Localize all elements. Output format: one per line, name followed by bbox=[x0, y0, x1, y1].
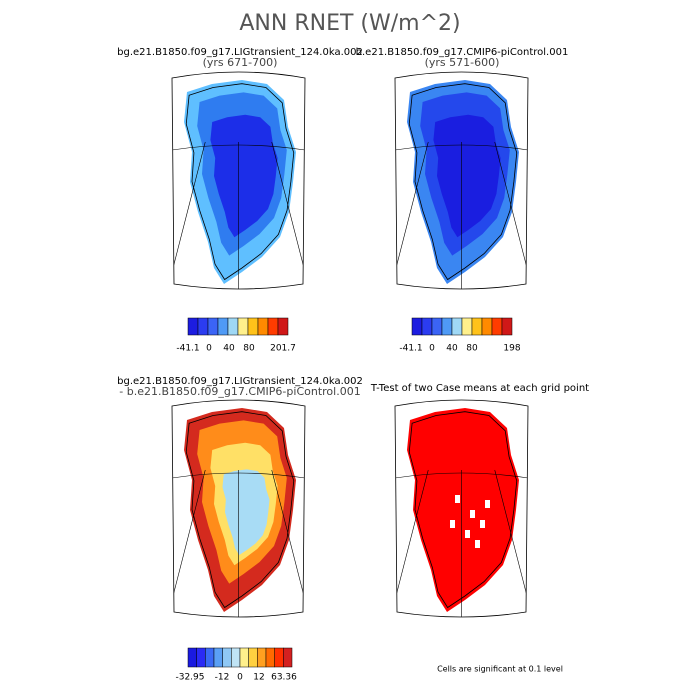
colorbar-label: 201.7 bbox=[270, 344, 296, 354]
colorbar-box bbox=[196, 647, 206, 668]
meridian bbox=[395, 141, 429, 289]
colorbar-box bbox=[222, 647, 232, 668]
map-content bbox=[172, 80, 305, 289]
colorbar-box bbox=[481, 317, 493, 336]
meridian bbox=[494, 469, 528, 617]
meridian bbox=[172, 469, 206, 617]
colorbar-box bbox=[274, 647, 284, 668]
colorbar-box bbox=[217, 317, 229, 336]
panel-subtitle: (yrs 671-700) bbox=[203, 56, 278, 69]
panel-title: bg.e21.B1850.f09_g17.LIGtransient_124.0k… bbox=[117, 376, 363, 387]
colorbar-box bbox=[247, 317, 259, 336]
insignificant-cell bbox=[480, 520, 485, 528]
colorbar-box bbox=[431, 317, 443, 336]
map-content bbox=[395, 408, 528, 617]
meridian bbox=[494, 141, 528, 289]
colorbar-box bbox=[239, 647, 249, 668]
insignificant-cell bbox=[470, 510, 475, 518]
colorbar-box bbox=[283, 647, 293, 668]
colorbar-label: 80 bbox=[243, 344, 255, 354]
colorbar-box bbox=[461, 317, 473, 336]
map-frame bbox=[394, 399, 529, 618]
colorbar-box bbox=[257, 647, 267, 668]
map-panel bbox=[394, 71, 529, 290]
colorbar-box bbox=[237, 317, 249, 336]
coast-line bbox=[185, 83, 295, 281]
colorbar-box bbox=[421, 317, 433, 336]
colorbar-box bbox=[213, 647, 223, 668]
colorbar-box bbox=[491, 317, 503, 336]
insignificant-cell bbox=[465, 530, 470, 538]
colorbar-label: -12 bbox=[215, 673, 230, 683]
colorbar-label: 0 bbox=[237, 673, 243, 683]
colorbar-box bbox=[187, 647, 197, 668]
colorbar-box bbox=[205, 647, 215, 668]
colorbar-label: 40 bbox=[446, 344, 458, 354]
panel-title: bg.e21.B1850.f09_g17.LIGtransient_124.0k… bbox=[117, 47, 363, 58]
colorbar-label: 0 bbox=[206, 344, 212, 354]
insignificant-cell bbox=[455, 495, 460, 503]
colorbar-box bbox=[265, 647, 275, 668]
map-frame bbox=[171, 71, 306, 290]
map-field bbox=[222, 469, 270, 556]
colorbar-label: -41.1 bbox=[176, 344, 199, 354]
colorbar-box bbox=[441, 317, 453, 336]
map-content bbox=[172, 408, 305, 617]
insignificant-cell bbox=[485, 500, 490, 508]
map-panel bbox=[171, 71, 306, 290]
map-frame bbox=[171, 399, 306, 618]
colorbar-box bbox=[411, 317, 423, 336]
colorbar-box bbox=[197, 317, 209, 336]
coast-line bbox=[185, 411, 295, 609]
colorbar-box bbox=[267, 317, 279, 336]
panel-subtitle: (yrs 571-600) bbox=[425, 56, 500, 69]
map-panel bbox=[171, 399, 306, 618]
map-panel bbox=[394, 399, 529, 618]
colorbar-box bbox=[451, 317, 463, 336]
footnote: Cells are significant at 0.1 level bbox=[437, 665, 563, 674]
colorbar-label: 40 bbox=[223, 344, 235, 354]
colorbar-box bbox=[471, 317, 483, 336]
colorbar-box bbox=[257, 317, 269, 336]
panel-title: T-Test of two Case means at each grid po… bbox=[370, 383, 589, 394]
colorbar-label: -41.1 bbox=[399, 344, 422, 354]
colorbar-box bbox=[207, 317, 219, 336]
panel-subtitle: - b.e21.B1850.f09_g17.CMIP6-piControl.00… bbox=[119, 385, 360, 398]
map-field bbox=[407, 408, 519, 612]
colorbar-box bbox=[231, 647, 241, 668]
colorbar-label: 80 bbox=[466, 344, 478, 354]
colorbar-box bbox=[277, 317, 289, 336]
figure-title: ANN RNET (W/m^2) bbox=[239, 11, 460, 36]
colorbar-label: 63.36 bbox=[271, 673, 297, 683]
map-frame bbox=[394, 71, 529, 290]
panel-title: b.e21.B1850.f09_g17.CMIP6-piControl.001 bbox=[356, 47, 569, 58]
insignificant-cell bbox=[450, 520, 455, 528]
colorbar-box bbox=[187, 317, 199, 336]
colorbar-box bbox=[227, 317, 239, 336]
colorbar-box bbox=[248, 647, 258, 668]
coast-line bbox=[408, 411, 518, 609]
colorbar-label: 0 bbox=[429, 344, 435, 354]
colorbar-label: -32.95 bbox=[175, 673, 204, 683]
coast-line bbox=[408, 83, 518, 281]
map-content bbox=[395, 80, 528, 289]
meridian bbox=[172, 141, 206, 289]
colorbar-label: 198 bbox=[503, 344, 520, 354]
colorbar-box bbox=[501, 317, 513, 336]
insignificant-cell bbox=[475, 540, 480, 548]
colorbar-label: 12 bbox=[253, 673, 264, 683]
meridian bbox=[395, 469, 429, 617]
